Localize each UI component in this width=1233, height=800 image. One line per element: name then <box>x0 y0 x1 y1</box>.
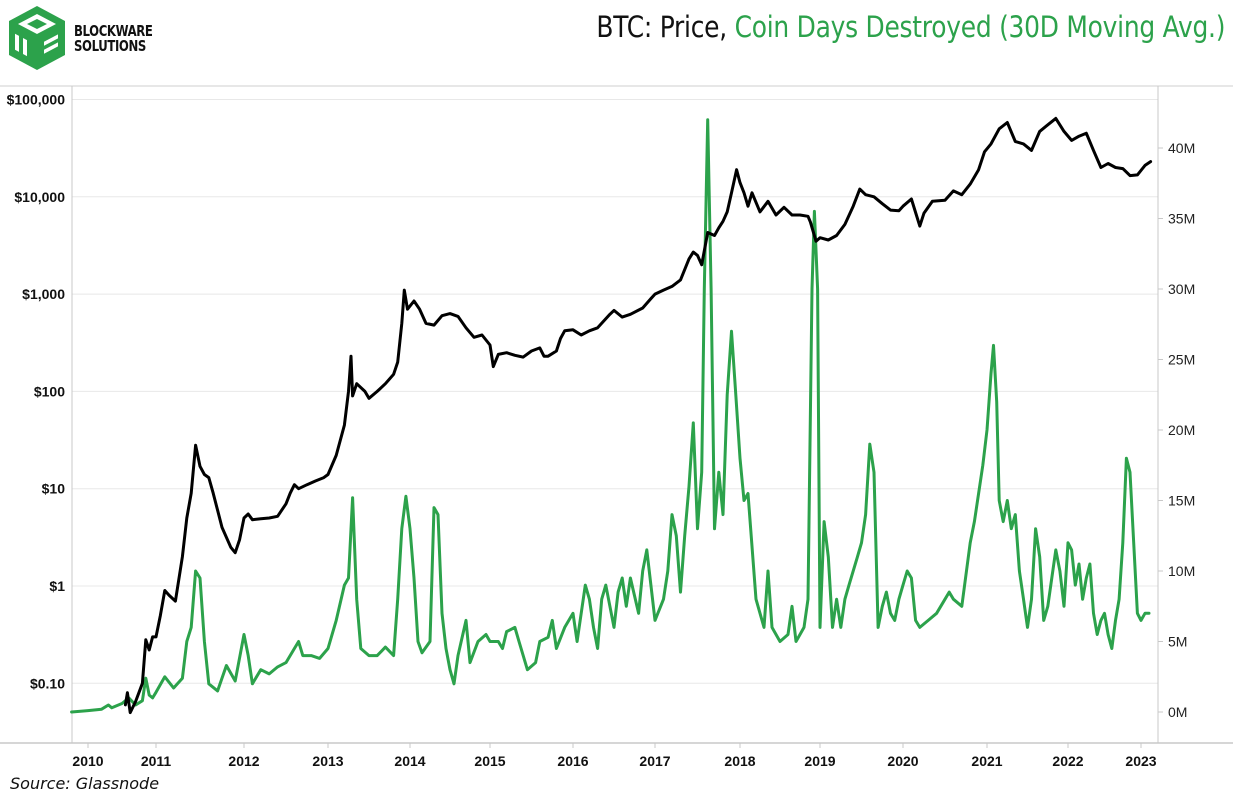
title-cdd: Coin Days Destroyed (30D Moving Avg.) <box>734 10 1225 44</box>
x-tick-label: 2011 <box>141 753 172 769</box>
right-tick-label: 5M <box>1168 634 1187 650</box>
x-tick-label: 2010 <box>72 753 103 769</box>
left-tick-label: $0.10 <box>30 675 65 691</box>
x-tick-label: 2020 <box>887 753 918 769</box>
series-group <box>70 116 1153 715</box>
right-tick-label: 35M <box>1168 211 1195 227</box>
x-tick-label: 2023 <box>1125 753 1156 769</box>
right-axis-ticks: 0M 5M 10M 15M 20M 25M 30M 35M 40M <box>1158 140 1195 720</box>
left-axis-ticks: $0.10 $1 $10 $100 $1,000 $10,000 $100,000 <box>7 92 66 692</box>
logo-line-2: SOLUTIONS <box>74 37 146 55</box>
right-tick-label: 25M <box>1168 352 1195 368</box>
gridlines <box>72 99 1158 684</box>
x-tick-label: 2015 <box>474 753 505 769</box>
left-tick-label: $100 <box>34 383 65 399</box>
axes <box>0 86 1233 744</box>
left-tick-label: $100,000 <box>7 92 66 108</box>
right-tick-label: 10M <box>1168 563 1195 579</box>
x-tick-label: 2022 <box>1052 753 1083 769</box>
logo-cube-icon <box>9 6 65 70</box>
right-tick-label: 40M <box>1168 140 1195 156</box>
left-tick-label: $10,000 <box>14 189 65 205</box>
source-note: Source: Glassnode <box>10 774 160 793</box>
blockware-logo: BLOCKWARE SOLUTIONS <box>6 4 166 72</box>
logo-text: BLOCKWARE SOLUTIONS <box>74 22 153 55</box>
x-tick-label: 2017 <box>639 753 670 769</box>
logo-line-1: BLOCKWARE <box>74 22 153 40</box>
right-tick-label: 20M <box>1168 422 1195 438</box>
title-price: BTC: Price, <box>596 10 735 44</box>
x-tick-label: 2021 <box>971 753 1002 769</box>
right-tick-label: 15M <box>1168 493 1195 509</box>
x-tick-label: 2014 <box>394 753 425 769</box>
left-tick-label: $1 <box>49 578 65 594</box>
x-tick-label: 2016 <box>557 753 588 769</box>
x-tick-label: 2018 <box>724 753 755 769</box>
left-tick-label: $1,000 <box>22 286 65 302</box>
right-tick-label: 30M <box>1168 281 1195 297</box>
right-tick-label: 0M <box>1168 704 1187 720</box>
left-tick-label: $10 <box>42 481 66 497</box>
price-line <box>123 116 1153 715</box>
x-axis-ticks: 2010 2011 2012 2013 2014 2015 2016 2017 2018 2019… <box>72 743 1157 769</box>
chart-title: BTC: Price, Coin Days Destroyed (30D Mov… <box>596 10 1225 44</box>
x-tick-label: 2019 <box>804 753 835 769</box>
x-tick-label: 2013 <box>312 753 343 769</box>
cdd-line <box>70 118 1151 714</box>
x-tick-label: 2012 <box>228 753 259 769</box>
